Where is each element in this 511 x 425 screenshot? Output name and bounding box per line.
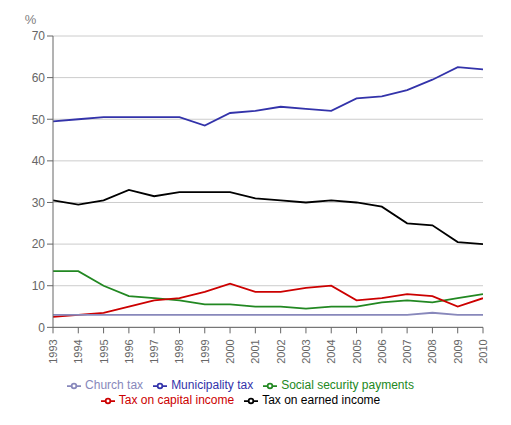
svg-text:2009: 2009 <box>452 339 464 363</box>
html-text:Municipality tax: Municipality tax <box>171 378 254 393</box>
svg-text:2004: 2004 <box>325 339 337 363</box>
svg-text:%: % <box>25 12 37 27</box>
html-text:Social security payments: Social security payments <box>281 378 414 393</box>
svg-text:1997: 1997 <box>148 339 160 363</box>
svg-text:30: 30 <box>32 196 46 210</box>
svg-text:10: 10 <box>32 279 46 293</box>
svg-text:50: 50 <box>32 113 46 127</box>
svg-text:40: 40 <box>32 154 46 168</box>
svg-text:2010: 2010 <box>477 339 489 363</box>
svg-text:2002: 2002 <box>275 339 287 363</box>
html-text:Tax on capital income: Tax on capital income <box>118 393 235 408</box>
svg-text:1995: 1995 <box>98 339 110 363</box>
svg-text:2008: 2008 <box>426 339 438 363</box>
svg-text:70: 70 <box>32 29 46 43</box>
svg-text:1993: 1993 <box>47 339 59 363</box>
svg-text:2005: 2005 <box>351 339 363 363</box>
svg-text:2001: 2001 <box>249 339 261 363</box>
svg-text:60: 60 <box>32 71 46 85</box>
svg-text:2007: 2007 <box>401 339 413 363</box>
svg-text:1998: 1998 <box>173 339 185 363</box>
svg-text:20: 20 <box>32 237 46 251</box>
svg-text:2000: 2000 <box>224 339 236 363</box>
svg-text:2006: 2006 <box>376 339 388 363</box>
svg-text:1994: 1994 <box>72 339 84 363</box>
svg-text:1996: 1996 <box>123 339 135 363</box>
svg-text:1999: 1999 <box>199 339 211 363</box>
svg-text:2003: 2003 <box>300 339 312 363</box>
html-text:Tax on earned income: Tax on earned income <box>262 393 381 408</box>
svg-text:0: 0 <box>38 321 45 335</box>
html-text:Church tax: Church tax <box>85 378 144 393</box>
